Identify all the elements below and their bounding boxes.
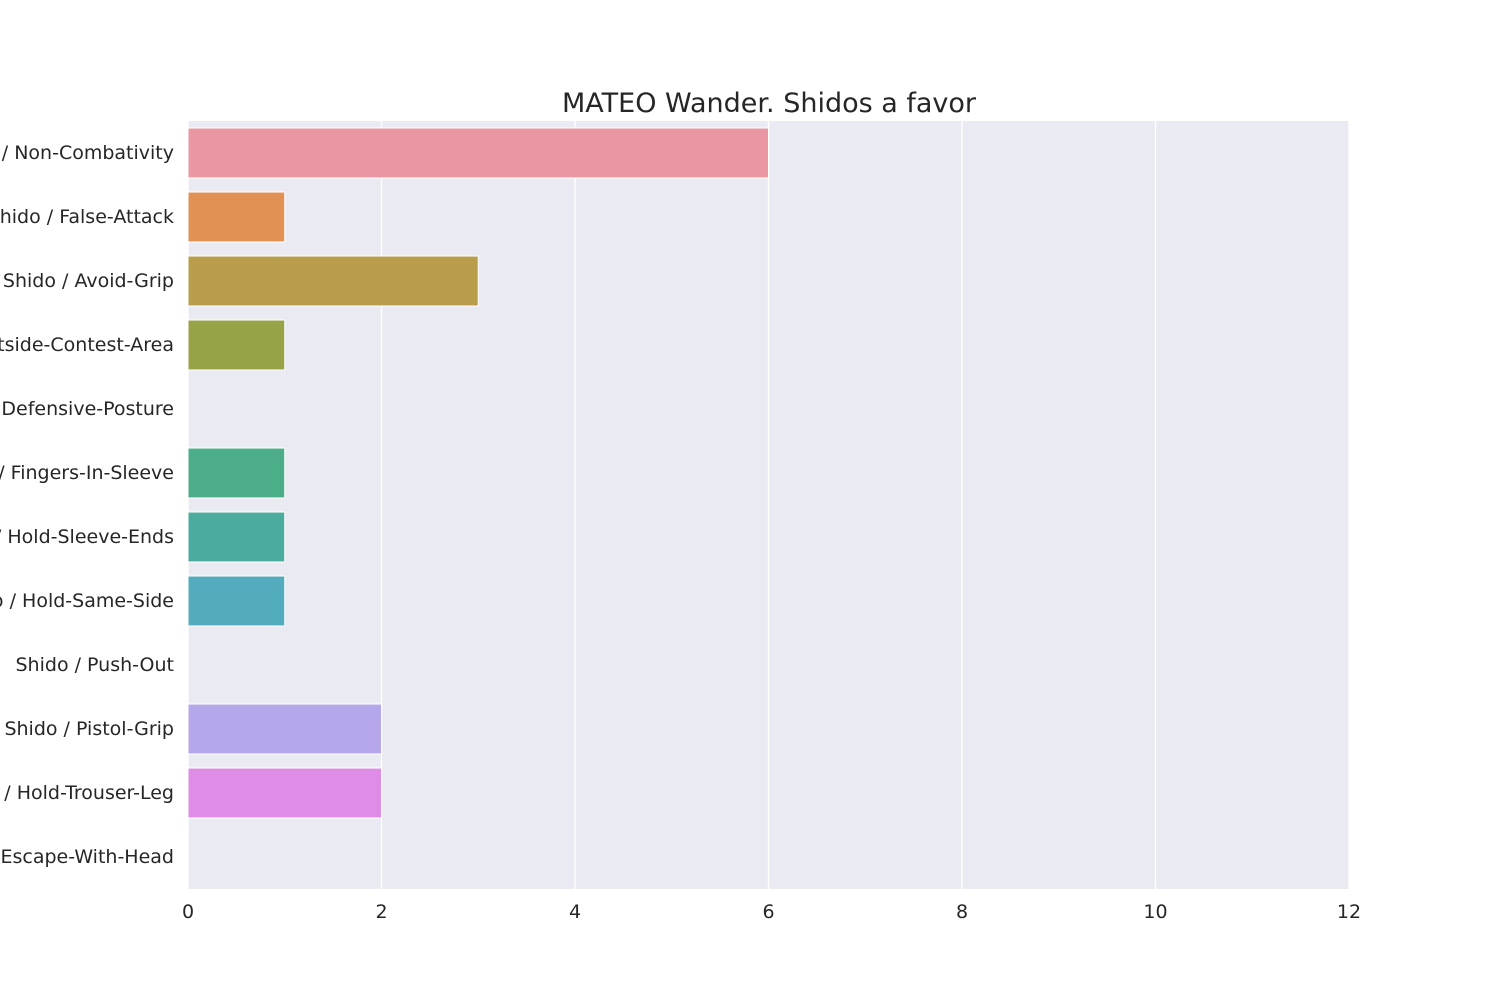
bar-8: [187, 575, 286, 627]
y-tick-label: Shido / Fingers-In-Sleeve: [0, 462, 174, 484]
bar-6: [187, 447, 286, 499]
y-axis-labels: Shido / Non-Combativity Shido / False-Att…: [0, 142, 174, 868]
bar-1: [187, 127, 769, 179]
y-tick-label: Shido / Avoid-Grip: [3, 270, 174, 292]
bar-3: [187, 255, 479, 307]
bar-2: [187, 191, 286, 243]
y-tick-label: Shido / Pistol-Grip: [4, 718, 174, 740]
y-tick-label: Shido / Defensive-Posture: [0, 398, 174, 420]
y-tick-label: Shido / False-Attack: [0, 206, 174, 228]
y-tick-label: Shido / Outside-Contest-Area: [0, 334, 174, 356]
bar-11: [187, 767, 382, 819]
x-tick-label: 6: [762, 901, 774, 923]
bar-10: [187, 703, 382, 755]
x-tick-label: 4: [569, 901, 581, 923]
x-tick-label: 2: [375, 901, 387, 923]
y-tick-label: Shido / Escape-With-Head: [0, 846, 174, 868]
y-tick-label: Shido / Push-Out: [16, 654, 175, 676]
x-tick-label: 8: [956, 901, 968, 923]
y-tick-label: Shido / Non-Combativity: [0, 142, 174, 164]
x-tick-label: 0: [182, 901, 194, 923]
y-tick-label: Shido / Hold-Trouser-Leg: [0, 782, 174, 804]
y-tick-label: Shido / Hold-Sleeve-Ends: [0, 526, 174, 548]
bar-7: [187, 511, 286, 563]
x-tick-label: 10: [1143, 901, 1167, 923]
y-tick-label: Shido / Hold-Same-Side: [0, 590, 174, 612]
x-tick-label: 12: [1337, 901, 1361, 923]
bar-4: [187, 319, 286, 371]
chart-title: MATEO Wander. Shidos a favor: [562, 88, 977, 119]
